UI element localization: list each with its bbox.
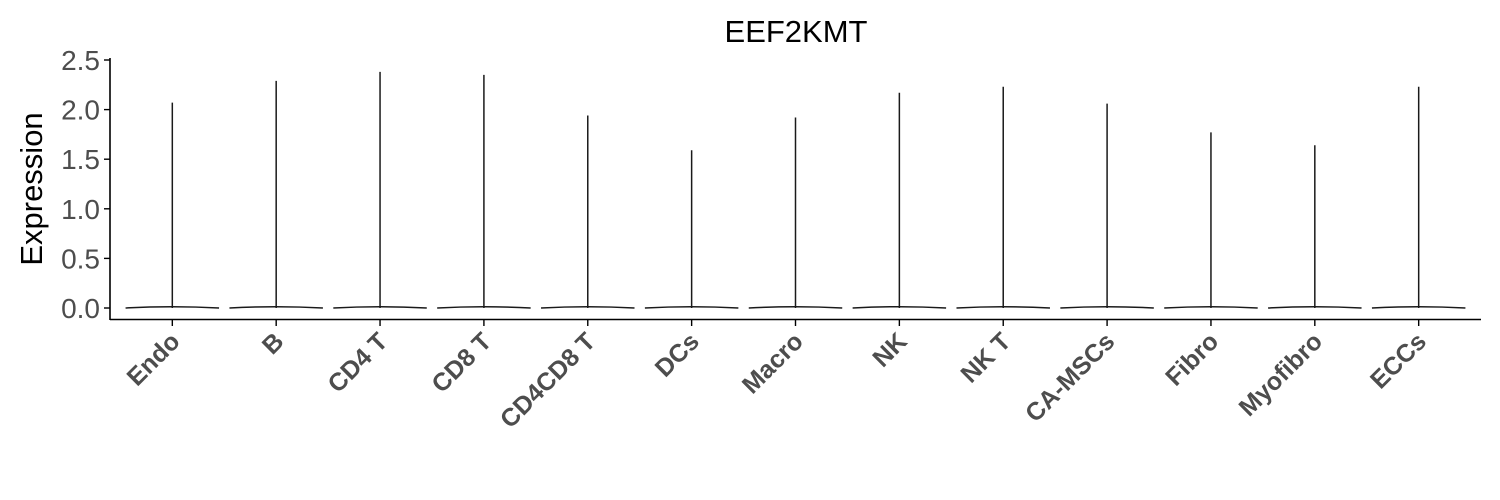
x-tick-label: B xyxy=(257,327,290,360)
x-tick-label: Myofibro xyxy=(1234,327,1328,421)
x-tick-label: NK xyxy=(867,327,912,372)
violin xyxy=(540,115,635,309)
violins xyxy=(125,71,1466,309)
chart-title: EEF2KMT xyxy=(725,14,868,49)
violin xyxy=(1371,86,1466,309)
x-tick-label: Fibro xyxy=(1160,327,1224,391)
y-axis-label: Expression xyxy=(14,112,49,265)
x-tick-label: CA-MSCs xyxy=(1020,327,1120,427)
violin xyxy=(333,71,427,309)
x-tick-label: CD8 T xyxy=(426,327,497,398)
y-tick-label: 2.0 xyxy=(61,95,100,126)
violin xyxy=(748,117,843,309)
y-tick-label: 1.0 xyxy=(61,194,100,225)
violin xyxy=(644,150,739,309)
x-tick-label: CD4CD8 T xyxy=(495,327,601,433)
y-tick-label: 0.0 xyxy=(61,293,100,324)
x-tick-label: Macro xyxy=(737,327,809,399)
y-tick-label: 0.5 xyxy=(61,243,100,274)
y-tick-label: 2.5 xyxy=(61,45,100,76)
violin xyxy=(125,102,220,309)
violin xyxy=(1060,103,1154,309)
violin xyxy=(437,74,531,309)
y-axis: 0.0 0.5 1.0 1.5 2.0 2.5 xyxy=(61,45,110,324)
x-tick-label: ECCs xyxy=(1365,327,1432,394)
x-tick-label: NK T xyxy=(955,327,1016,388)
violin xyxy=(1164,132,1258,309)
y-tick-label: 1.5 xyxy=(61,144,100,175)
x-tick-label: DCs xyxy=(650,327,705,382)
violin xyxy=(956,86,1051,309)
x-tick-label: Endo xyxy=(122,327,186,391)
violin xyxy=(1268,145,1362,309)
violin xyxy=(852,92,947,309)
violin xyxy=(229,80,323,309)
x-tick-label: CD4 T xyxy=(322,327,393,398)
